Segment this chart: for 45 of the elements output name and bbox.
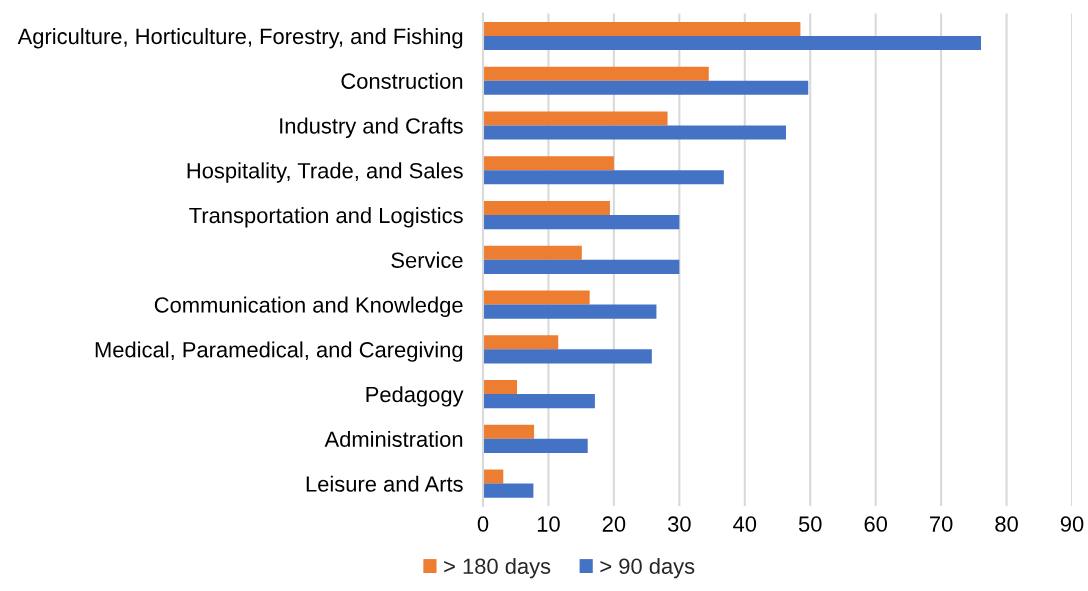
bar [483, 335, 559, 350]
bar [483, 170, 724, 185]
y-tick-label: Construction [341, 72, 463, 89]
bar [483, 80, 809, 95]
bar [483, 349, 652, 364]
legend-label: > 90 days [600, 557, 695, 579]
bar [483, 156, 614, 171]
bar [483, 66, 709, 81]
x-tick-label: 90 [1060, 516, 1084, 532]
y-tick-label: Communication and Knowledge [154, 296, 463, 318]
x-tick-label: 60 [864, 516, 888, 532]
x-tick-label: 40 [733, 516, 757, 532]
bar [483, 111, 668, 126]
bar [483, 394, 595, 409]
x-tick-label: 30 [667, 516, 691, 532]
legend-label: > 180 days [444, 557, 551, 579]
bar [483, 483, 534, 498]
y-tick-label: Medical, Paramedical, and Caregiving [95, 341, 463, 362]
y-tick-label: Transportation and Logistics [189, 207, 463, 228]
y-tick-label: Hospitality, Trade, and Sales [187, 162, 463, 183]
bar [483, 21, 801, 36]
bar [483, 35, 982, 51]
bar [483, 290, 590, 305]
x-tick-label: 70 [930, 516, 953, 532]
y-tick-label: Industry and Crafts [280, 117, 463, 139]
bar [483, 245, 582, 260]
bar [483, 469, 504, 484]
bar [483, 200, 610, 216]
bar [483, 125, 787, 140]
x-tick-label: 10 [537, 516, 560, 532]
x-tick-label: 80 [995, 516, 1018, 532]
bar [483, 438, 588, 453]
bar [483, 424, 535, 439]
y-tick-label: Service [391, 251, 463, 268]
bar [483, 379, 518, 395]
y-tick-label: Leisure and Arts [306, 475, 463, 492]
bar [483, 259, 680, 274]
y-tick-label: Administration [324, 430, 463, 448]
bar [483, 304, 657, 319]
x-tick-label: 0 [477, 516, 489, 532]
x-tick-label: 50 [798, 516, 822, 532]
bar [483, 215, 680, 230]
x-tick-label: 20 [602, 516, 626, 532]
y-tick-label: Agriculture, Horticulture, Forestry, and Fishing [17, 28, 463, 49]
y-tick-label: Pedagogy [366, 386, 464, 407]
